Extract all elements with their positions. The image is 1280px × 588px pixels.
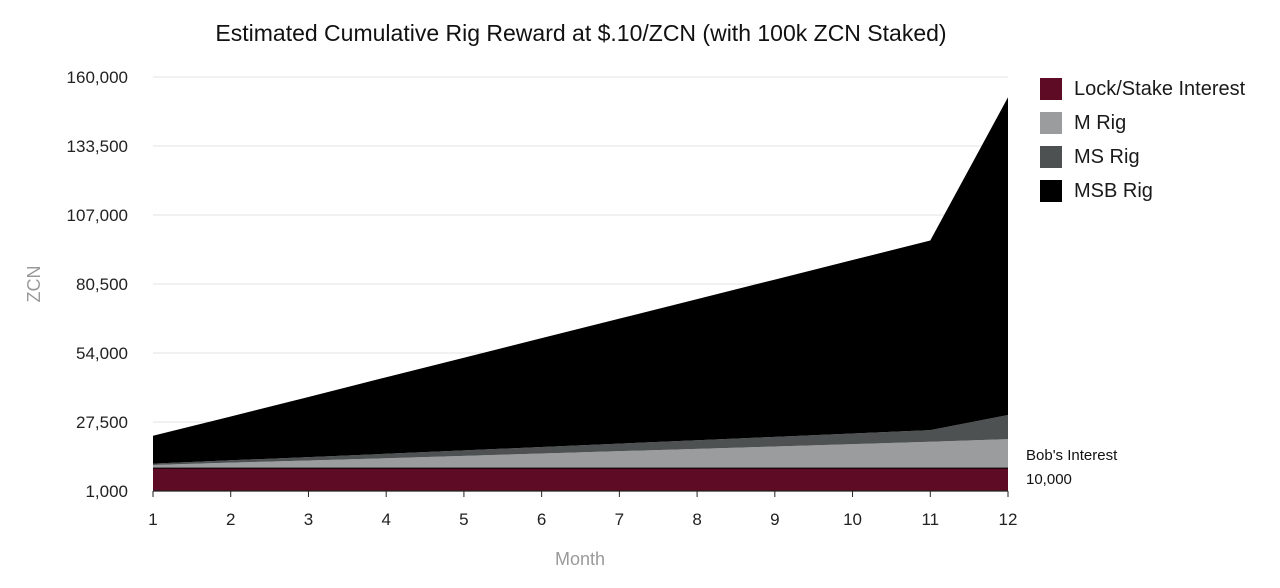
y-tick-label: 1,000: [85, 482, 128, 501]
legend-item: MS Rig: [1040, 140, 1245, 174]
x-tick-label: 3: [304, 510, 313, 529]
legend-item: MSB Rig: [1040, 174, 1245, 208]
x-tick-label: 5: [459, 510, 468, 529]
legend-item: M Rig: [1040, 106, 1245, 140]
y-tick-label: 160,000: [67, 68, 128, 87]
legend-label: MSB Rig: [1074, 179, 1153, 202]
x-tick-label: 11: [921, 510, 939, 529]
x-tick-label: 9: [770, 510, 779, 529]
x-tick-label: 2: [226, 510, 235, 529]
y-tick-label: 133,500: [67, 137, 128, 156]
legend-swatch: [1040, 146, 1062, 168]
legend-swatch: [1040, 112, 1062, 134]
y-tick-label: 107,000: [67, 206, 128, 225]
x-tick-label: 1: [148, 510, 157, 529]
area-ms-rig: [153, 414, 1008, 465]
chart-title: Estimated Cumulative Rig Reward at $.10/…: [215, 20, 947, 46]
x-tick-label: 6: [537, 510, 546, 529]
x-tick-label: 8: [692, 510, 701, 529]
y-axis-label: ZCN: [24, 266, 44, 303]
legend-item: Lock/Stake Interest: [1040, 72, 1245, 106]
legend-label: M Rig: [1074, 111, 1127, 134]
x-tick-label: 7: [615, 510, 624, 529]
series-areas: [153, 97, 1008, 491]
legend-label: MS Rig: [1074, 145, 1140, 168]
area-msb-rig: [153, 97, 1008, 464]
annotation-bobs-interest: Bob's Interest: [1026, 447, 1118, 464]
x-tick-label: 10: [843, 510, 862, 529]
legend-swatch: [1040, 78, 1062, 100]
y-tick-label: 80,500: [76, 275, 128, 294]
y-tick-labels: 1,000 27,500 54,000 80,500 107,000 133,500 160…: [67, 68, 128, 501]
x-tick-labels: 1 2 3 4 5 6 7 8 9 10 11 12: [148, 491, 1017, 529]
x-tick-label: 4: [381, 510, 390, 529]
legend-swatch: [1040, 180, 1062, 202]
area-m-rig: [153, 439, 1008, 468]
area-lock-stake-interest: [153, 467, 1008, 491]
y-tick-label: 54,000: [76, 344, 128, 363]
legend: Lock/Stake Interest M Rig MS Rig MSB Rig: [1040, 72, 1245, 208]
x-tick-label: 12: [999, 510, 1018, 529]
legend-label: Lock/Stake Interest: [1074, 77, 1246, 100]
annotation-interest-value: 10,000: [1026, 471, 1072, 488]
x-axis-label: Month: [555, 549, 605, 569]
y-tick-label: 27,500: [76, 413, 128, 432]
